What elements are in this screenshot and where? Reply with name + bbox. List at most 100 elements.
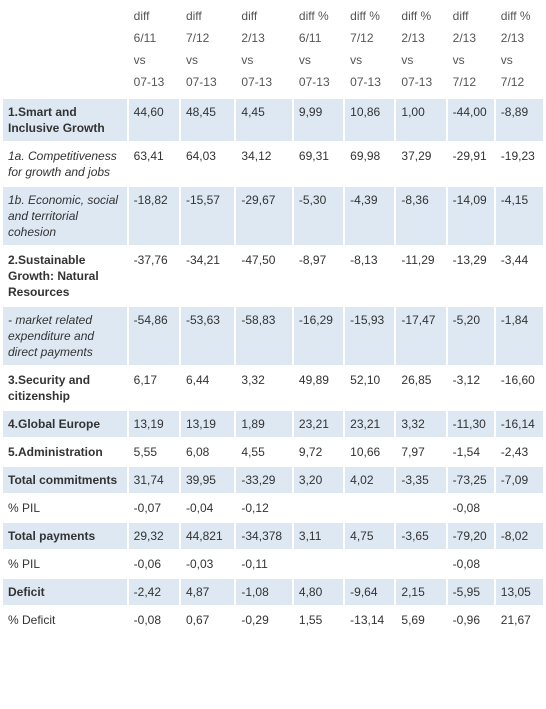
table-cell: 64,03 [180,143,235,185]
table-cell: 37,29 [396,143,446,185]
table-cell: -16,29 [293,307,344,365]
table-row: 3.Security and citizenship 6,17 6,44 3,32 49… [3,367,543,409]
table-cell: 4,75 [345,523,395,549]
table-cell: -19,23 [495,143,543,185]
table-cell [396,495,446,521]
column-header: diff 6/11 vs 07-13 [133,9,165,89]
table-cell: -0,08 [128,607,179,633]
table-cell: -9,64 [345,579,395,605]
table-cell: -8,89 [495,99,543,141]
row-label: 1b. Economic, social and territorial coh… [3,187,127,245]
table-cell: 44,60 [128,99,179,141]
table-cell: 4,55 [236,439,292,465]
table-cell: 26,85 [396,367,446,409]
table-cell: 7,97 [396,439,446,465]
table-cell: -0,08 [447,495,494,521]
table-cell: -0,07 [128,495,179,521]
table-row: % PIL -0,07 -0,04 -0,12 -0,08 [3,495,543,521]
table-cell: 23,21 [293,411,344,437]
table-cell: -29,91 [447,143,494,185]
table-cell: -0,04 [180,495,235,521]
table-cell: 10,86 [345,99,395,141]
table-cell: -0,08 [447,551,494,577]
table-cell [345,495,395,521]
table-cell: -5,30 [293,187,344,245]
table-cell: -3,35 [396,467,446,493]
row-label: % PIL [3,495,127,521]
header-row: diff 6/11 vs 07-13 diff 7/12 vs 07-13 diff 2/13… [3,2,543,97]
table-cell: -15,93 [345,307,395,365]
table-cell: -11,29 [396,247,446,305]
table-cell: -8,13 [345,247,395,305]
table-cell: 52,10 [345,367,395,409]
table-cell: -0,03 [180,551,235,577]
table-cell: -0,11 [236,551,292,577]
table-row: Deficit -2,42 4,87 -1,08 4,80 -9,64 2,15 -5,95 1… [3,579,543,605]
table-cell: 31,74 [128,467,179,493]
table-cell: 3,32 [236,367,292,409]
table-cell: 3,11 [293,523,344,549]
table-cell: -5,20 [447,307,494,365]
table-cell: -44,00 [447,99,494,141]
table-row: Total payments 29,32 44,821 -34,378 3,11 4,75… [3,523,543,549]
table-cell: 1,55 [293,607,344,633]
table-cell [293,495,344,521]
table-cell: -8,02 [495,523,543,549]
table-cell: 34,12 [236,143,292,185]
column-header: diff 7/12 vs 07-13 [185,9,217,89]
table-cell: 6,17 [128,367,179,409]
table-cell: 13,05 [495,579,543,605]
table-row: 4.Global Europe 13,19 13,19 1,89 23,21 23,21 3… [3,411,543,437]
table-cell: -79,20 [447,523,494,549]
table-cell: 29,32 [128,523,179,549]
table-cell: -34,378 [236,523,292,549]
table-cell: -0,96 [447,607,494,633]
table-cell: -53,63 [180,307,235,365]
row-label: % Deficit [3,607,127,633]
table-cell: 4,02 [345,467,395,493]
row-label: - market related expenditure and direct … [3,307,127,365]
table-cell: -3,12 [447,367,494,409]
table-cell: 1,89 [236,411,292,437]
table-cell: -37,76 [128,247,179,305]
table-cell: 21,67 [495,607,543,633]
table-cell: -2,43 [495,439,543,465]
table-cell: -17,47 [396,307,446,365]
row-label: Total commitments [3,467,127,493]
table-cell: 4,80 [293,579,344,605]
table-cell: 5,69 [396,607,446,633]
row-label: 4.Global Europe [3,411,127,437]
row-label: 1.Smart and Inclusive Growth [3,99,127,141]
table-cell: 4,87 [180,579,235,605]
row-label: 1a. Competitiveness for growth and jobs [3,143,127,185]
row-label: % PIL [3,551,127,577]
column-header: diff 2/13 vs 7/12 [452,9,477,89]
table-cell: -1,08 [236,579,292,605]
table-cell: 6,08 [180,439,235,465]
column-header: diff 2/13 vs 07-13 [241,9,273,89]
row-label: Total payments [3,523,127,549]
table-cell: -1,84 [495,307,543,365]
table-cell: 69,98 [345,143,395,185]
table-cell: 63,41 [128,143,179,185]
table-cell: 5,55 [128,439,179,465]
table-cell: 10,66 [345,439,395,465]
table-cell [495,495,543,521]
table-cell: 39,95 [180,467,235,493]
header-corner [3,2,127,97]
table-cell: -3,65 [396,523,446,549]
table-row: 5.Administration 5,55 6,08 4,55 9,72 10,66 7,9… [3,439,543,465]
table-cell: 3,20 [293,467,344,493]
table-row: 1a. Competitiveness for growth and jobs 6… [3,143,543,185]
table-cell: 0,67 [180,607,235,633]
table-cell: 69,31 [293,143,344,185]
table-cell: -0,12 [236,495,292,521]
table-cell: -16,14 [495,411,543,437]
table-row: - market related expenditure and direct … [3,307,543,365]
column-header: diff % 2/13 vs 07-13 [401,9,433,89]
table-cell: -2,42 [128,579,179,605]
table-row: 2.Sustainable Growth: Natural Resources -… [3,247,543,305]
table-cell: -18,82 [128,187,179,245]
table-cell [396,551,446,577]
table-row: 1.Smart and Inclusive Growth 44,60 48,45 4,… [3,99,543,141]
